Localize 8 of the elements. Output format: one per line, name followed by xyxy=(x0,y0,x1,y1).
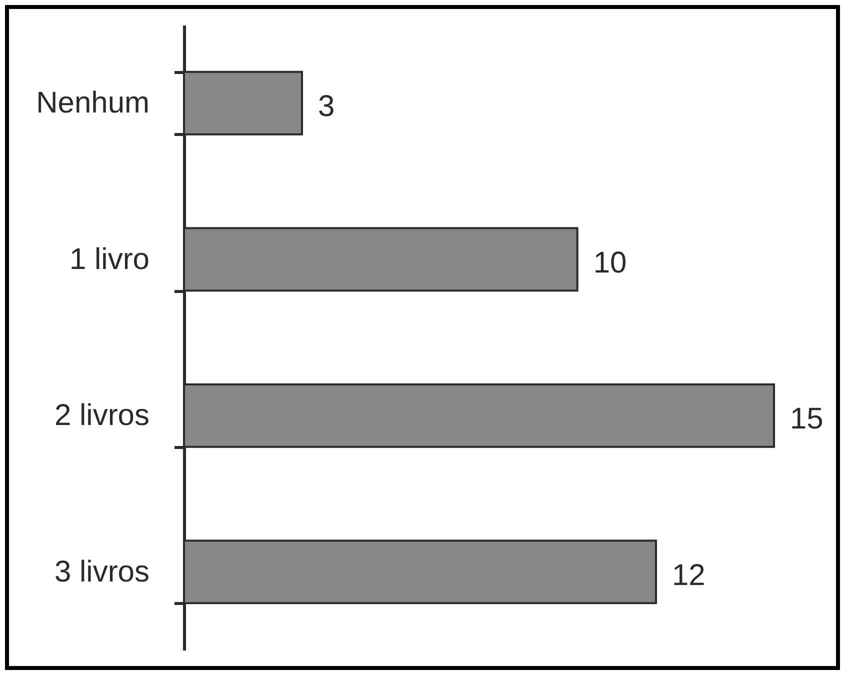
data-label: 12 xyxy=(672,558,706,592)
y-tick-label: 1 livro xyxy=(69,242,150,276)
y-tick-label: Nenhum xyxy=(36,86,150,120)
y-tick-label: 3 livros xyxy=(54,555,150,588)
data-label: 15 xyxy=(790,402,824,436)
data-label: 3 xyxy=(318,90,335,124)
y-tick-label: 2 livros xyxy=(54,399,150,432)
data-label: 10 xyxy=(593,246,627,280)
